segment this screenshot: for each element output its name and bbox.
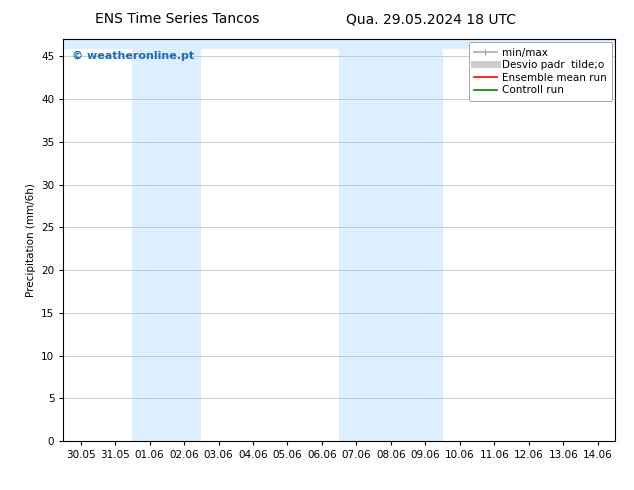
Text: Qua. 29.05.2024 18 UTC: Qua. 29.05.2024 18 UTC — [346, 12, 516, 26]
Text: ENS Time Series Tancos: ENS Time Series Tancos — [95, 12, 260, 26]
Text: © weatheronline.pt: © weatheronline.pt — [72, 51, 194, 61]
Legend: min/max, Desvio padr  tilde;o, Ensemble mean run, Controll run: min/max, Desvio padr tilde;o, Ensemble m… — [469, 42, 612, 100]
Bar — [133, 39, 202, 441]
Y-axis label: Precipitation (mm/6h): Precipitation (mm/6h) — [25, 183, 36, 297]
Bar — [339, 39, 443, 441]
